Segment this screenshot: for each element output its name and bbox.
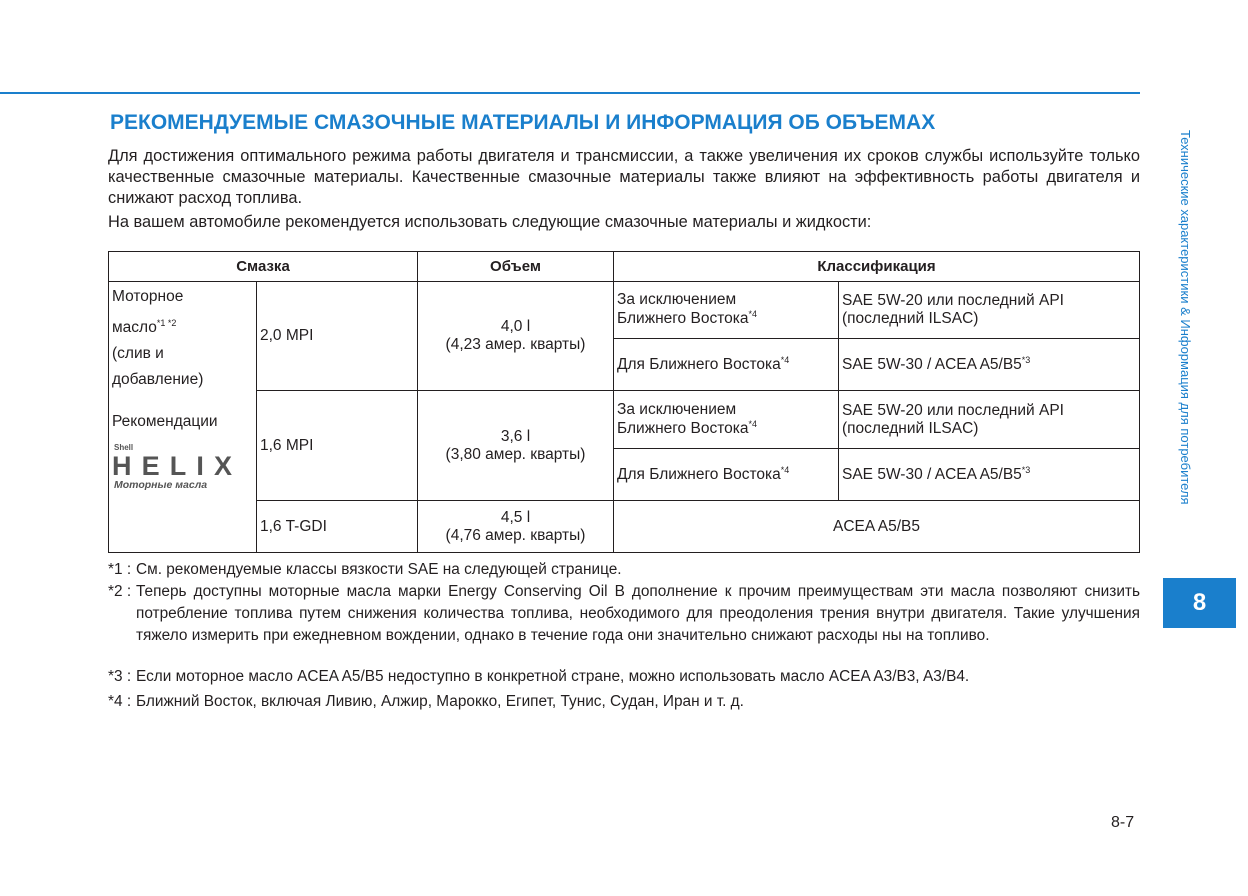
- volume-cell: 3,6 l (3,80 амер. кварты): [417, 390, 614, 501]
- spec-cell: SAE 5W-20 или последний API (последний IL…: [838, 390, 1140, 449]
- region-cell: Для Ближнего Востока*4: [613, 338, 839, 391]
- region-cell: За исключением Ближнего Востока*4: [613, 281, 839, 339]
- volume-cell: 4,5 l (4,76 амер. кварты): [417, 500, 614, 553]
- recommendation-label: Рекомендации: [112, 413, 218, 431]
- region-cell: За исключением Ближнего Востока*4: [613, 390, 839, 449]
- lubricant-line: (слив и: [112, 345, 164, 363]
- spec-cell: ACEA A5/B5: [613, 500, 1140, 553]
- lubricant-line: добавление): [112, 371, 204, 389]
- footnote: *1 : См. рекомендуемые классы вязкости SA…: [108, 561, 622, 578]
- lubricant-cell: Моторное масло*1 *2 (слив и добавление) …: [108, 281, 257, 553]
- header-classification: Классификация: [613, 251, 1140, 282]
- lubricants-table: Смазка Объем Классификация Моторное масл…: [108, 251, 1140, 553]
- lubricant-line: масло*1 *2: [112, 318, 177, 337]
- header-volume: Объем: [417, 251, 614, 282]
- header-rule: [0, 92, 1140, 94]
- chapter-tab: 8: [1163, 578, 1236, 628]
- engine-cell: 1,6 MPI: [256, 390, 418, 501]
- section-side-label: Технические характеристики & Информация …: [1178, 130, 1193, 505]
- spec-cell: SAE 5W-30 / ACEA A5/B5*3: [838, 338, 1140, 391]
- engine-cell: 2,0 MPI: [256, 281, 418, 391]
- footnote: *2 : Теперь доступны моторные масла марки…: [108, 583, 1140, 644]
- spec-cell: SAE 5W-30 / ACEA A5/B5*3: [838, 448, 1140, 501]
- svg-text:Моторные масла: Моторные масла: [114, 479, 207, 491]
- footnote: *3 : Если моторное масло ACEA A5/B5 недос…: [108, 668, 970, 685]
- intro-paragraph: Для достижения оптимального режима работ…: [108, 147, 1140, 207]
- intro-paragraph-2: На вашем автомобиле рекомендуется исполь…: [108, 213, 872, 231]
- page-title: РЕКОМЕНДУЕМЫЕ СМАЗОЧНЫЕ МАТЕРИАЛЫ И ИНФО…: [110, 111, 936, 134]
- spec-cell: SAE 5W-20 или последний API (последний IL…: [838, 281, 1140, 339]
- region-cell: Для Ближнего Востока*4: [613, 448, 839, 501]
- shell-helix-logo: Shell HELIX Моторные масла: [112, 443, 232, 491]
- svg-text:Shell: Shell: [114, 443, 133, 452]
- lubricant-line: Моторное: [112, 288, 184, 305]
- svg-text:HELIX: HELIX: [112, 451, 232, 481]
- footnote: *4 : Ближний Восток, включая Ливию, Алжир…: [108, 693, 744, 710]
- header-lubricant: Смазка: [108, 251, 418, 282]
- engine-cell: 1,6 T-GDI: [256, 500, 418, 553]
- volume-cell: 4,0 l (4,23 амер. кварты): [417, 281, 614, 391]
- page-number: 8-7: [1111, 814, 1135, 831]
